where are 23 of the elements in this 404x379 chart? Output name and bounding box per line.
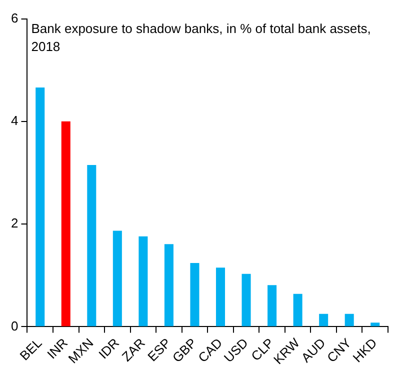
y-tick-label: 0: [10, 318, 18, 334]
y-tick-label: 2: [10, 216, 18, 231]
bar: [344, 314, 354, 326]
bar: [36, 88, 45, 326]
bar: [242, 274, 251, 326]
x-tick-label: USD: [220, 335, 251, 366]
y-tick-label: 4: [10, 113, 18, 128]
bar: [216, 268, 226, 326]
bar: [370, 322, 380, 326]
y-tick-label: 6: [10, 10, 18, 26]
bar: [190, 263, 200, 326]
text: Bank exposure to shadow banks, in % of total bank assets, 2018: [31, 20, 371, 54]
bar: [319, 314, 328, 326]
bar: [164, 244, 174, 326]
bar: [293, 294, 302, 326]
x-tick-label: BEL: [16, 335, 45, 364]
bar: [61, 121, 70, 326]
bar: [138, 236, 148, 326]
x-tick-label: GBP: [169, 335, 200, 366]
bar: [87, 165, 96, 326]
bar: [112, 230, 122, 326]
x-tick-label: IDR: [96, 335, 122, 362]
bar: [268, 285, 277, 326]
